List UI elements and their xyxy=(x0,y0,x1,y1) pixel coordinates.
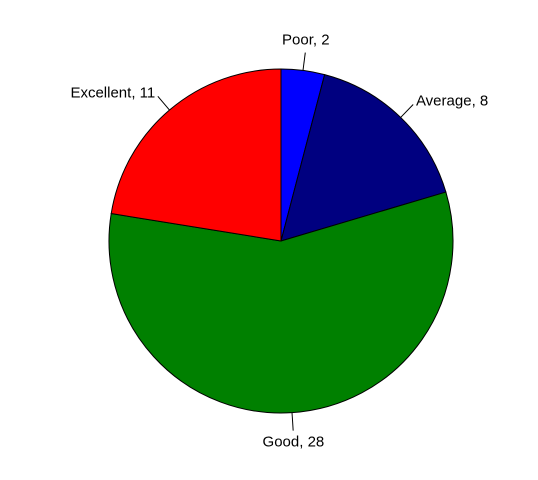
label-value: 8 xyxy=(480,93,488,110)
label-separator: , xyxy=(472,93,480,110)
data-label: Good, 28 xyxy=(263,434,325,451)
label-category: Good xyxy=(263,434,300,451)
label-value: 11 xyxy=(140,84,156,101)
data-label: Average, 8 xyxy=(416,93,488,110)
label-value: 28 xyxy=(308,434,325,451)
leader-line xyxy=(302,52,306,71)
pie-slice xyxy=(280,74,447,242)
label-value: 2 xyxy=(321,32,329,49)
label-separator: , xyxy=(313,32,321,49)
leader-line xyxy=(400,104,414,118)
data-label: Poor, 2 xyxy=(282,32,330,49)
label-category: Excellent xyxy=(70,84,132,101)
pie-slice xyxy=(108,191,454,414)
pie-slice xyxy=(110,68,282,242)
label-separator: , xyxy=(299,434,307,451)
data-label: Excellent, 11 xyxy=(70,84,155,101)
label-separator: , xyxy=(131,84,139,101)
label-category: Average xyxy=(416,93,472,110)
label-category: Poor xyxy=(282,32,314,49)
leader-line xyxy=(291,412,294,431)
leader-line xyxy=(157,96,170,111)
